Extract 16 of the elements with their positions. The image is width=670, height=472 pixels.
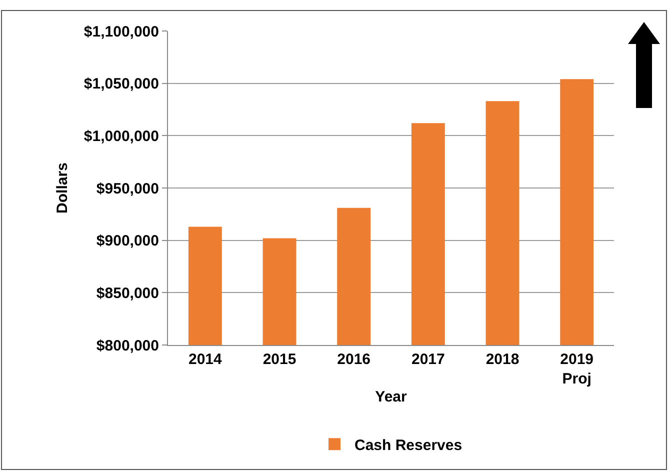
x-axis-title: Year	[375, 388, 408, 406]
y-tick-label: $1,000,000	[84, 128, 159, 145]
x-tick-label: 2016	[337, 351, 371, 368]
x-tick-label: 2018	[486, 351, 520, 368]
y-tick-label: $1,100,000	[84, 23, 159, 40]
y-tick-label: $950,000	[96, 180, 159, 198]
y-tick-label: $800,000	[96, 337, 159, 354]
x-tick-label: 2015	[262, 351, 296, 368]
x-tick-label: 2019 Proj	[560, 351, 594, 388]
x-tick-label: 2014	[188, 351, 223, 368]
y-axis-title: Dollars	[54, 162, 72, 214]
x-tick-label: 2017	[411, 351, 445, 368]
y-tick-label: $900,000	[96, 232, 159, 250]
y-tick-label: $850,000	[96, 284, 159, 302]
legend-label: Cash Reserves	[354, 437, 462, 454]
y-tick-label: $1,050,000	[84, 76, 159, 93]
